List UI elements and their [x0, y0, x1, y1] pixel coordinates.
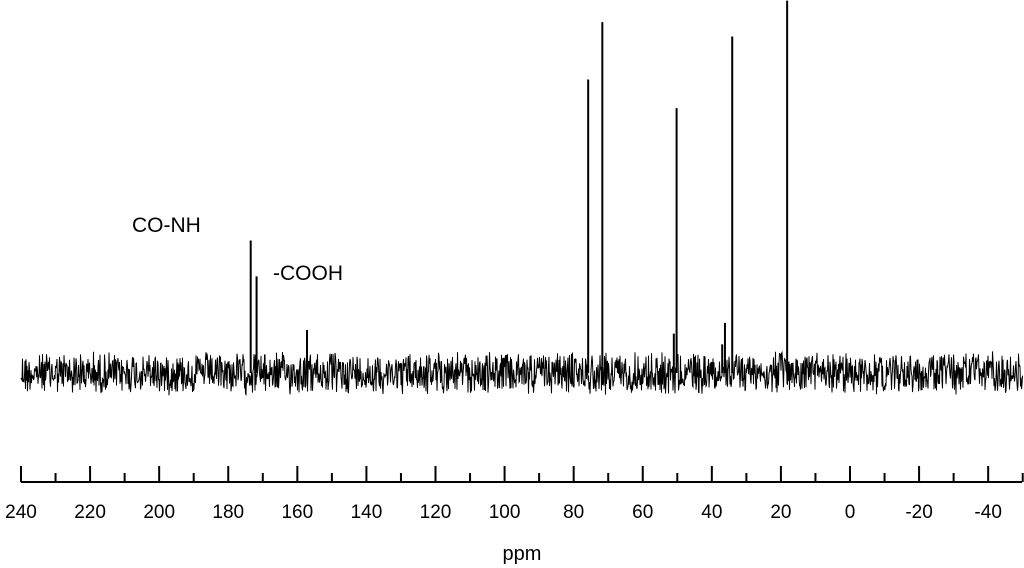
x-tick-label: 200 [143, 502, 175, 523]
x-tick-label: -40 [974, 502, 1001, 523]
spectrum-peaks [249, 0, 789, 373]
x-tick-label: 0 [845, 502, 856, 523]
x-tick-label: 20 [770, 502, 791, 523]
x-tick-label: 220 [74, 502, 106, 523]
x-tick-label: 40 [701, 502, 722, 523]
noise-trace [20, 350, 1023, 397]
x-axis-ticks: 240 220 200 180 160 140 120 100 80 60 40 20 0 -20 -40 [5, 466, 1024, 523]
x-tick-label: 140 [351, 502, 383, 523]
annotation-cooh: -COOH [273, 262, 343, 285]
x-tick-label: 180 [212, 502, 244, 523]
x-tick-label: 240 [5, 502, 37, 523]
x-tick-label: 80 [563, 502, 584, 523]
x-tick-label: -20 [905, 502, 932, 523]
x-tick-label: 100 [489, 502, 521, 523]
x-tick-label: 60 [632, 502, 653, 523]
x-tick-label: 160 [281, 502, 313, 523]
x-tick-label: 120 [420, 502, 452, 523]
x-axis-title: ppm [503, 543, 542, 565]
peak-annotations: CO-NH -COOH [132, 214, 343, 285]
annotation-co-nh: CO-NH [132, 214, 201, 237]
baseline-noise [20, 350, 1023, 397]
